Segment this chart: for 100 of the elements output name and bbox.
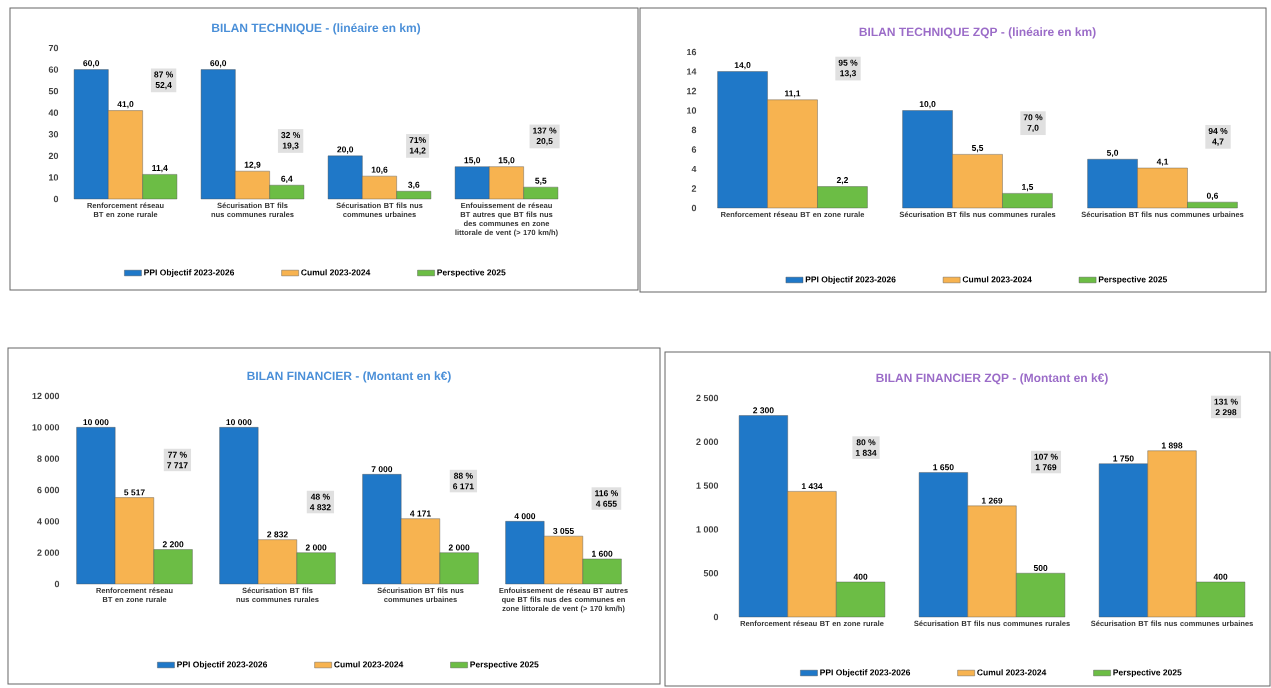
legend-label: Cumul 2023-2024	[301, 269, 371, 276]
data-label: 1 650	[933, 464, 954, 471]
data-label: 5,5	[971, 145, 984, 153]
annotation: 48 %	[310, 493, 330, 500]
y-tick-label: 20	[48, 152, 59, 160]
y-tick-label: 2	[691, 185, 697, 192]
data-label: 60,0	[83, 60, 100, 68]
annotation: 107 %	[1034, 453, 1058, 460]
legend-label: PPI Objectif 2023-2026	[144, 269, 235, 278]
y-tick-label: 8	[691, 126, 697, 134]
data-label: 15,0	[464, 157, 481, 165]
annotation: 7,0	[1027, 124, 1039, 133]
y-tick-label: 50	[48, 87, 59, 95]
data-label: 1 269	[981, 497, 1003, 504]
legend-label: PPI Objectif 2023-2026	[820, 669, 911, 678]
data-label: 10 000	[83, 419, 109, 426]
data-label: 500	[1033, 565, 1048, 571]
y-tick-label: 0	[691, 204, 697, 212]
data-label: 5,5	[535, 177, 547, 185]
y-tick-label: 2 000	[696, 438, 719, 445]
chart-title: BILAN TECHNIQUE - (linéaire en km)	[212, 23, 421, 35]
data-label: 4 000	[514, 513, 536, 520]
annotation: 13,3	[840, 70, 856, 78]
annotation: 70 %	[1023, 114, 1043, 121]
legend-label: Perspective 2025	[470, 661, 539, 670]
y-tick-label: 0	[54, 580, 60, 588]
y-tick-label: 0	[53, 195, 59, 203]
data-label: 12,9	[244, 161, 261, 169]
data-label: 10,0	[919, 101, 936, 109]
data-label: 4,1	[1156, 158, 1169, 166]
annotation: 7 717	[167, 462, 188, 469]
annotation: 19,3	[282, 142, 299, 150]
data-label: 15,0	[498, 157, 515, 165]
data-label: 400	[853, 573, 868, 580]
y-tick-label: 70	[48, 44, 59, 52]
data-label: 6,4	[281, 175, 293, 183]
data-label: 20,0	[337, 146, 354, 154]
data-label: 10 000	[226, 419, 252, 426]
legend-label: Perspective 2025	[437, 269, 506, 278]
data-label: 2 832	[267, 531, 288, 538]
y-tick-label: 12 000	[32, 392, 60, 400]
data-label: 1 898	[1161, 442, 1183, 449]
y-tick-label: 60	[48, 66, 59, 73]
annotation: 80 %	[856, 439, 876, 446]
data-label: 10,6	[371, 166, 388, 174]
annotation: 131 %	[1214, 398, 1238, 405]
legend-label: PPI Objectif 2023-2026	[805, 276, 896, 285]
y-tick-label: 10	[687, 107, 697, 114]
data-label: 5 517	[124, 489, 145, 496]
annotation: 4,7	[1212, 138, 1224, 146]
data-label: 2 200	[162, 541, 184, 548]
data-label: 1 434	[801, 483, 823, 490]
legend-label: Cumul 2023-2024	[962, 276, 1032, 283]
chart-title: BILAN FINANCIER - (Montant en k€)	[247, 371, 451, 383]
y-tick-label: 0	[713, 613, 719, 621]
annotation: 1 834	[855, 449, 877, 456]
data-label: 14,0	[734, 62, 751, 70]
y-tick-label: 14	[687, 68, 697, 75]
y-tick-label: 10	[49, 174, 59, 181]
annotation: 6 171	[453, 483, 474, 490]
annotation: 32 %	[281, 132, 301, 139]
data-label: 11,4	[152, 165, 168, 173]
annotation: 116 %	[595, 490, 618, 497]
y-tick-label: 1 000	[696, 526, 719, 533]
data-label: 60,0	[210, 60, 227, 68]
annotation: 4 832	[309, 504, 331, 511]
data-label: 7 000	[371, 466, 393, 473]
legend-label: Cumul 2023-2024	[977, 669, 1047, 676]
y-tick-label: 16	[687, 48, 697, 56]
annotation: 14,2	[409, 147, 426, 155]
annotation: 52,4	[155, 81, 172, 90]
y-tick-label: 4 000	[37, 518, 60, 525]
data-label: 2 000	[305, 544, 327, 551]
y-tick-label: 6 000	[37, 486, 60, 494]
legend-label: PPI Objectif 2023-2026	[177, 661, 268, 670]
legend-label: Perspective 2025	[1098, 276, 1168, 285]
annotation: 95 %	[838, 59, 858, 66]
data-label: 11,1	[785, 90, 801, 98]
data-label: 0,6	[1206, 192, 1219, 200]
data-label: 400	[1213, 573, 1228, 580]
y-tick-label: 8 000	[37, 455, 60, 462]
data-label: 2,2	[836, 177, 849, 185]
data-label: 1 750	[1113, 455, 1134, 462]
y-tick-label: 4	[691, 165, 697, 173]
annotation: 4 655	[595, 500, 617, 507]
y-tick-label: 10 000	[32, 424, 60, 431]
y-tick-label: 500	[703, 570, 719, 577]
data-label: 2 300	[753, 407, 774, 414]
annotation: 87 %	[154, 71, 174, 78]
annotation: 137 %	[533, 127, 557, 134]
y-tick-label: 12	[687, 87, 697, 95]
data-label: 5,0	[1106, 149, 1119, 158]
y-tick-label: 30	[48, 131, 59, 138]
data-label: 3 055	[553, 527, 574, 534]
annotation: 2 298	[1215, 409, 1237, 416]
annotation: 1 769	[1035, 464, 1057, 471]
annotation: 20,5	[536, 138, 553, 146]
annotation: 94 %	[1208, 127, 1228, 134]
data-label: 4 171	[409, 510, 431, 517]
annotation: 71%	[409, 137, 426, 144]
